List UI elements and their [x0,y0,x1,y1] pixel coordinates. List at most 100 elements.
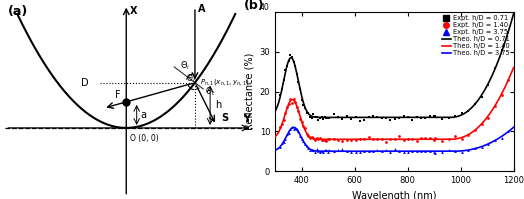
Point [360,137,368,140]
Text: A: A [198,4,205,14]
Point [491,66,499,69]
Point [377,138,386,141]
Point [431,151,440,154]
Point [288,101,296,104]
Point [299,124,308,128]
Point [291,64,299,67]
Point [484,142,493,145]
Point [278,122,286,125]
Point [281,112,290,115]
Text: X: X [129,6,137,16]
Point [292,128,301,131]
Point [471,103,479,106]
Point [301,107,309,110]
Point [369,149,377,153]
Point [484,116,493,119]
Point [279,78,288,81]
Point [421,149,430,152]
Point [286,98,294,101]
Point [319,118,328,121]
Point [430,150,438,154]
Point [322,139,331,143]
Point [399,150,408,154]
Point [318,149,326,152]
Point [309,149,318,152]
Point [319,151,328,154]
Point [399,138,408,141]
Text: (b): (b) [244,0,265,12]
Point [382,116,390,119]
Point [412,139,421,142]
Point [444,149,453,152]
Point [296,88,304,91]
Point [321,149,329,152]
Point [302,132,311,136]
Point [296,117,304,120]
Y-axis label: Reflectance (%): Reflectance (%) [244,53,254,130]
Point [281,69,290,72]
Point [457,150,466,154]
Point [334,138,342,141]
Point [477,95,486,98]
Point [471,147,479,150]
Point [377,116,386,119]
Point [430,139,438,142]
Point [369,138,377,141]
Text: h: h [215,100,221,110]
Point [291,126,299,129]
Point [285,60,293,63]
Point [324,137,332,140]
Point [504,130,512,133]
Point [403,115,412,118]
Point [318,139,326,142]
Point [294,130,303,133]
Point [309,137,318,140]
Point [369,115,377,118]
Text: S: S [221,113,228,123]
Point [286,128,294,131]
Text: $\Theta_i$: $\Theta_i$ [180,60,190,72]
Point [318,116,326,119]
Point [390,138,399,141]
Point [343,138,351,141]
Point [306,148,314,151]
Point [343,150,351,153]
Point [386,150,395,153]
Point [438,117,446,120]
Point [497,136,506,139]
Point [464,110,473,113]
Point [308,135,316,139]
Point [289,60,298,63]
Point [322,117,331,120]
Point [304,135,312,138]
Point [278,87,286,90]
Point [330,149,338,152]
Point [477,146,486,149]
Point [403,151,412,154]
Point [306,136,314,139]
Point [339,139,347,142]
Point [330,113,338,116]
Point [373,149,381,152]
Text: $\Theta_r$: $\Theta_r$ [187,73,197,85]
Point [421,137,430,140]
Point [315,137,324,140]
Point [352,115,360,119]
Point [504,30,512,34]
Point [408,149,417,152]
Point [315,117,324,120]
Point [425,150,434,153]
Point [425,115,434,118]
Point [356,119,364,122]
Point [444,137,453,140]
Point [377,150,386,153]
Point [382,140,390,143]
Point [304,146,312,149]
Point [298,138,306,141]
Point [444,116,453,119]
Point [299,104,308,107]
Point [321,138,329,141]
Point [286,54,294,57]
Point [288,125,296,128]
Point [302,144,311,147]
